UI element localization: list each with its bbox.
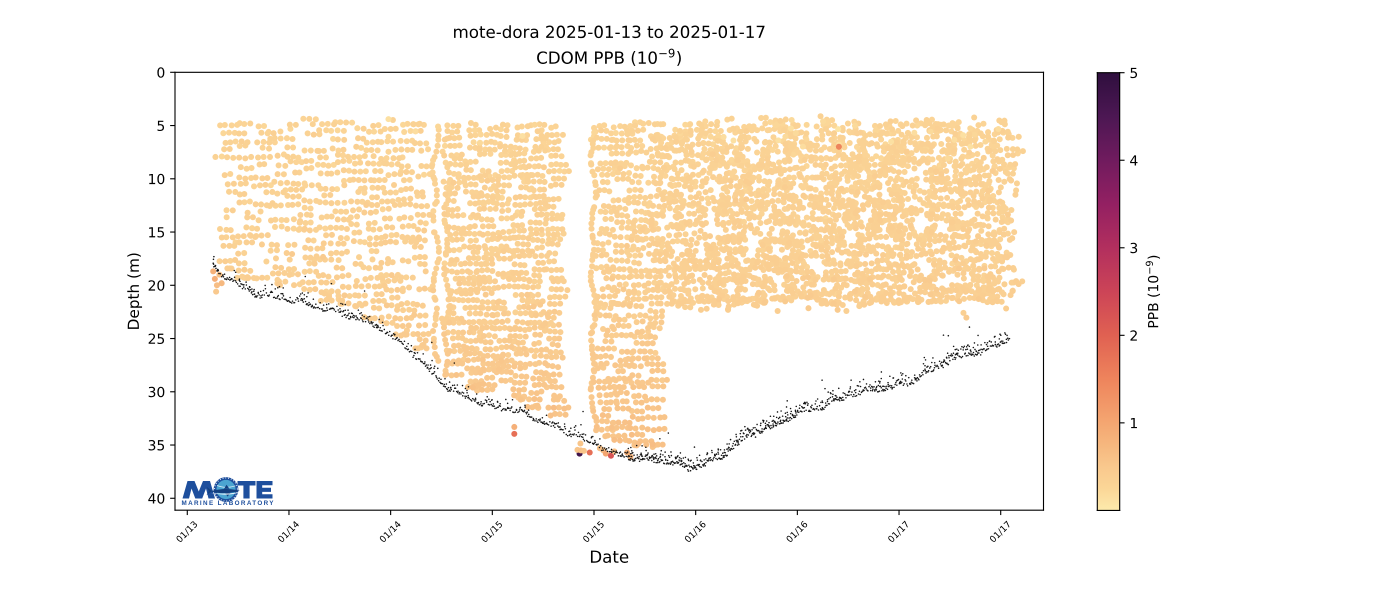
svg-text:MARINE LABORATORY: MARINE LABORATORY bbox=[182, 500, 275, 507]
